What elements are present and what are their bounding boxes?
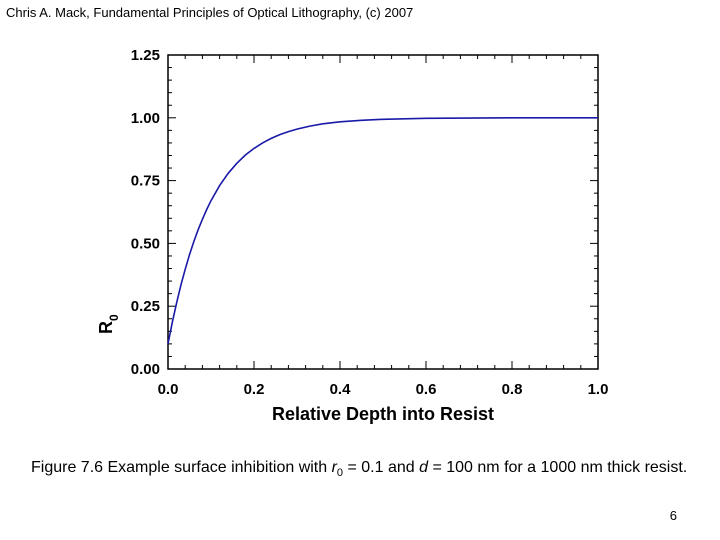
x-tick-label: 0.8 [502, 381, 523, 398]
y-tick-label: 0.50 [131, 235, 160, 252]
y-tick-label: 0.75 [131, 173, 160, 190]
page-number: 6 [669, 508, 677, 523]
y-axis-title: R0 [96, 314, 121, 334]
slide-header: Chris A. Mack, Fundamental Principles of… [6, 5, 414, 20]
plot-frame [167, 54, 599, 370]
chart: 0.0 0.2 0.4 0.6 0.8 1.0 0.00 0.25 0.50 0.75 1.00 1… [96, 47, 609, 424]
figure-caption: Figure 7.6 Example surface inhibition wi… [31, 456, 691, 480]
tick-marks [167, 54, 599, 370]
x-tick-label: 0.4 [330, 381, 352, 398]
caption-suffix: = 100 nm for a 1000 nm thick resist. [428, 459, 688, 476]
y-axis-title-subscript: 0 [107, 314, 121, 321]
caption-d-symbol: d [419, 459, 429, 476]
caption-middle: = 0.1 and [343, 459, 420, 476]
x-tick-label: 0.0 [158, 381, 179, 398]
data-line [167, 117, 598, 345]
x-tick-labels: 0.0 0.2 0.4 0.6 0.8 1.0 [158, 381, 609, 398]
caption-prefix: Figure 7.6 Example surface inhibition wi… [31, 459, 332, 476]
y-tick-label: 0.00 [131, 361, 160, 378]
y-tick-label: 1.25 [131, 47, 160, 64]
y-axis-title-letter: R [96, 321, 116, 334]
caption-r-symbol: r [331, 459, 337, 476]
x-axis-title: Relative Depth into Resist [272, 404, 494, 424]
x-tick-label: 0.6 [416, 381, 437, 398]
y-tick-label: 1.00 [131, 110, 160, 127]
x-tick-label: 0.2 [244, 381, 265, 398]
caption-r-subscript: 0 [336, 467, 344, 480]
x-tick-label: 1.0 [588, 381, 609, 398]
y-tick-labels: 0.00 0.25 0.50 0.75 1.00 1.25 [131, 47, 160, 378]
y-tick-label: 0.25 [131, 298, 160, 315]
